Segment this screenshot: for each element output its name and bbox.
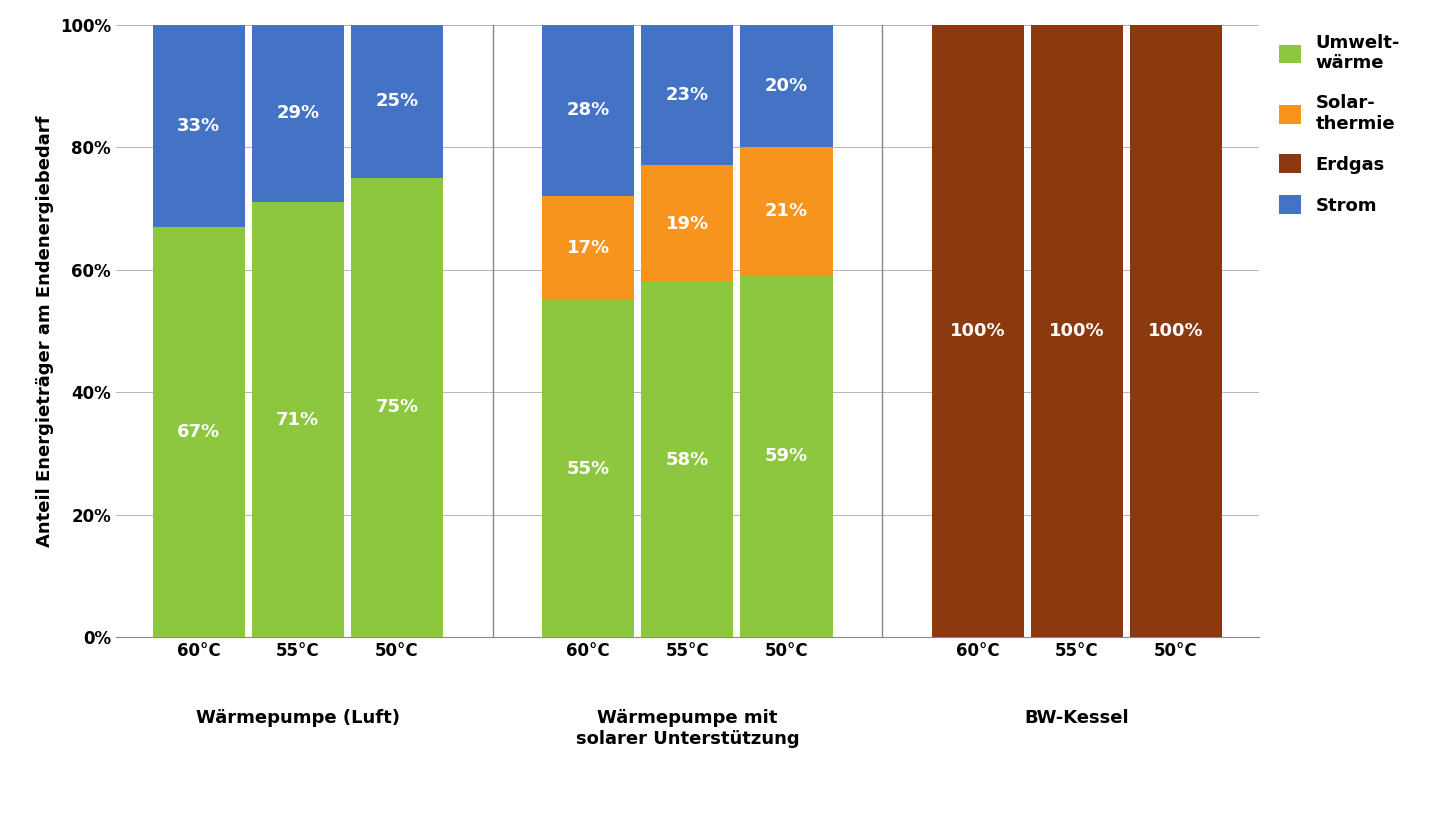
Bar xyxy=(1130,25,1223,637)
Bar xyxy=(741,25,832,147)
Bar xyxy=(352,178,443,637)
Text: 25%: 25% xyxy=(375,92,418,110)
Text: Wärmepumpe (Luft): Wärmepumpe (Luft) xyxy=(195,709,399,727)
Text: 20%: 20% xyxy=(765,77,807,95)
Bar xyxy=(543,300,634,637)
Bar xyxy=(252,203,344,637)
Bar xyxy=(641,282,734,637)
Text: 100%: 100% xyxy=(949,322,1006,340)
Bar xyxy=(543,25,634,196)
Text: 59%: 59% xyxy=(765,448,807,466)
Legend: Umwelt-
wärme, Solar-
thermie, Erdgas, Strom: Umwelt- wärme, Solar- thermie, Erdgas, S… xyxy=(1279,33,1399,215)
Text: 100%: 100% xyxy=(1049,322,1104,340)
Bar xyxy=(543,196,634,300)
Text: 19%: 19% xyxy=(666,215,709,233)
Text: 75%: 75% xyxy=(375,399,418,417)
Bar xyxy=(741,147,832,276)
Bar xyxy=(741,276,832,637)
Text: 67%: 67% xyxy=(177,423,220,441)
Bar xyxy=(352,25,443,178)
Bar xyxy=(641,25,734,165)
Text: 23%: 23% xyxy=(666,86,709,104)
Text: 33%: 33% xyxy=(177,117,220,135)
Bar xyxy=(152,25,245,227)
Text: BW-Kessel: BW-Kessel xyxy=(1024,709,1129,727)
Text: 29%: 29% xyxy=(276,105,320,123)
Bar xyxy=(1030,25,1123,637)
Text: Wärmepumpe mit
solarer Unterstützung: Wärmepumpe mit solarer Unterstützung xyxy=(576,709,799,748)
Bar xyxy=(252,25,344,203)
Text: 21%: 21% xyxy=(765,203,807,221)
Text: 71%: 71% xyxy=(276,411,320,429)
Bar xyxy=(152,227,245,637)
Text: 58%: 58% xyxy=(666,450,709,469)
Bar xyxy=(932,25,1023,637)
Text: 28%: 28% xyxy=(567,101,609,119)
Text: 17%: 17% xyxy=(567,239,609,257)
Y-axis label: Anteil Energieträger am Endenergiebedarf: Anteil Energieträger am Endenergiebedarf xyxy=(36,115,54,547)
Text: 55%: 55% xyxy=(567,460,609,478)
Text: 100%: 100% xyxy=(1149,322,1204,340)
Bar xyxy=(641,165,734,282)
